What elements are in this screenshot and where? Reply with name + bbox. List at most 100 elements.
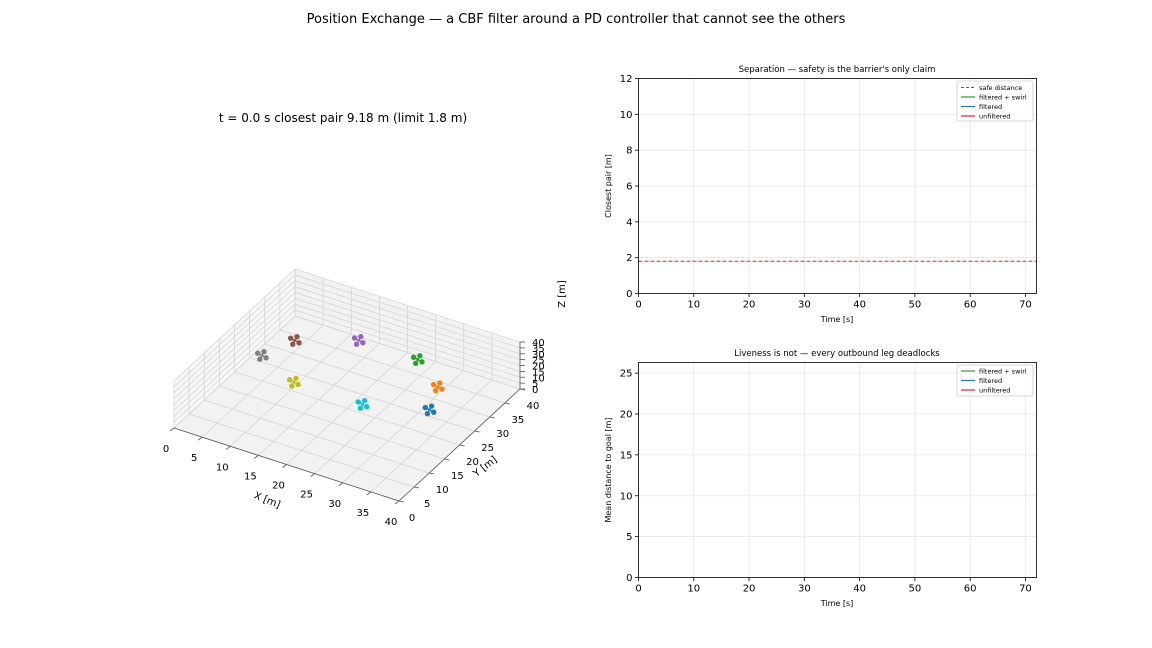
y-tick-label: 0 <box>626 289 632 300</box>
drone-rotor <box>431 409 437 415</box>
x-tick-label: 20 <box>272 481 285 492</box>
drone-rotor <box>357 405 364 411</box>
x-tick-label: 5 <box>191 453 197 464</box>
drone-rotor <box>294 333 300 340</box>
axes-separation-ticks: 0 10 20 30 40 50 60 70 0 2 4 6 8 10 12 <box>620 74 1032 311</box>
grid-leftwall-z <box>173 298 296 411</box>
y-tick-label: 8 <box>626 146 632 157</box>
drone-marker <box>286 375 301 389</box>
y-tick-mark <box>459 444 465 447</box>
drone-marker <box>355 397 370 411</box>
drone-rotor <box>360 340 366 346</box>
drone-rotor <box>293 375 299 382</box>
legend-label-unfiltered: unfiltered <box>979 113 1010 121</box>
axes-3d-drone-markers <box>254 333 445 417</box>
x-tick-label: 20 <box>743 300 756 311</box>
y-tick-mark <box>504 402 510 405</box>
grid-floor-y <box>219 385 445 460</box>
x-tick-mark <box>169 427 175 432</box>
drone-rotor <box>289 383 295 389</box>
drone-rotor <box>422 404 429 411</box>
x-tick-label: 0 <box>163 444 169 455</box>
grid-backwall-z <box>294 268 521 343</box>
y-tick-mark <box>429 472 435 475</box>
x-tick-label: 70 <box>1019 300 1032 311</box>
grid-floor-y <box>189 413 415 488</box>
x-tick-mark <box>197 436 203 441</box>
y-tick-label: 5 <box>424 499 430 510</box>
x-tick-label: 25 <box>300 490 313 501</box>
grid-leftwall-z <box>173 286 296 399</box>
y-tick-label: 2 <box>626 253 632 264</box>
x-tick-label: 30 <box>328 499 341 510</box>
y-tick-mark <box>414 486 420 489</box>
x-tick-mark <box>310 473 315 477</box>
drone-rotor <box>263 355 269 361</box>
y-tick-label: 40 <box>527 401 540 412</box>
drone-marker <box>287 333 302 347</box>
y-tick-label: 10 <box>620 110 633 121</box>
legend-label-filtered-swirl: filtered + swirl <box>979 368 1027 376</box>
drone-rotor <box>358 333 364 340</box>
grid-leftwall-z <box>173 268 296 382</box>
drone-rotor <box>290 341 296 347</box>
legend-label-filtered: filtered <box>979 103 1002 111</box>
drone-rotor <box>412 360 419 367</box>
drone-rotor <box>437 380 443 386</box>
grid-backwall-z <box>294 315 521 390</box>
z-tick-label: 30 <box>532 350 545 361</box>
x-tick-mark <box>338 482 343 487</box>
y-tick-label: 30 <box>496 429 509 440</box>
grid-leftwall-z <box>173 292 296 405</box>
x-tick-label: 15 <box>244 471 257 482</box>
x-tick-label: 40 <box>385 517 398 528</box>
x-tick-mark <box>226 445 231 450</box>
axes-3d-title: t = 0.0 s closest pair 9.18 m (limit 1.8… <box>219 111 467 125</box>
y-tick-label: 15 <box>451 471 464 482</box>
grid-floor-y <box>249 357 475 432</box>
z-tick-label: 15 <box>532 367 545 378</box>
legend-label-filtered: filtered <box>979 377 1002 385</box>
drone-rotor <box>424 410 431 417</box>
x-tick-label: 0 <box>635 584 641 595</box>
z-tick-label: 10 <box>532 373 545 384</box>
grid-leftwall-z <box>173 309 296 423</box>
axes-liveness-title: Liveness is not — every outbound leg dea… <box>734 349 940 359</box>
drone-rotor <box>257 356 263 362</box>
x-tick-label: 30 <box>798 584 811 595</box>
legend-label-unfiltered: unfiltered <box>979 387 1010 395</box>
axes-separation-title: Separation — safety is the barrier's onl… <box>739 65 936 75</box>
drone-rotor <box>287 335 294 341</box>
y-tick-label: 10 <box>436 485 449 496</box>
axes-liveness-legend: filtered + swirl filtered unfiltered <box>956 364 1034 397</box>
figure-suptitle: Position Exchange — a CBF filter around … <box>307 12 846 27</box>
drone-rotor <box>351 335 358 341</box>
x-tick-label: 50 <box>909 300 922 311</box>
x-tick-mark <box>254 455 259 459</box>
x-tick-label: 10 <box>216 462 229 473</box>
drone-rotor <box>261 349 267 355</box>
drone-rotor <box>364 404 370 410</box>
y-tick-label: 12 <box>620 74 633 85</box>
x-tick-label: 70 <box>1019 584 1032 595</box>
x-tick-mark <box>394 500 400 505</box>
x-tick-label: 50 <box>909 584 922 595</box>
drone-rotor <box>355 399 362 405</box>
y-tick-label: 10 <box>620 491 633 502</box>
y-tick-mark <box>474 430 480 433</box>
z-tick-label: 40 <box>532 338 545 349</box>
axes-liveness: Liveness is not — every outbound leg dea… <box>604 349 1037 608</box>
z-tick-label: 5 <box>532 379 538 390</box>
grid-leftwall-z <box>173 315 296 429</box>
z-tick-label: 25 <box>532 356 545 367</box>
grid-backwall-z <box>294 298 521 372</box>
grid-floor-y <box>234 371 460 446</box>
x-tick-label: 40 <box>853 300 866 311</box>
axes-liveness-xlabel: Time [s] <box>820 599 854 608</box>
axes-3d-xlabel: X [m] <box>252 490 282 511</box>
legend-label-safe-distance: safe distance <box>979 84 1022 92</box>
axes-separation-ylabel: Closest pair [m] <box>604 154 613 218</box>
legend-label-filtered-swirl: filtered + swirl <box>979 94 1027 102</box>
grid-floor-y <box>264 343 490 418</box>
